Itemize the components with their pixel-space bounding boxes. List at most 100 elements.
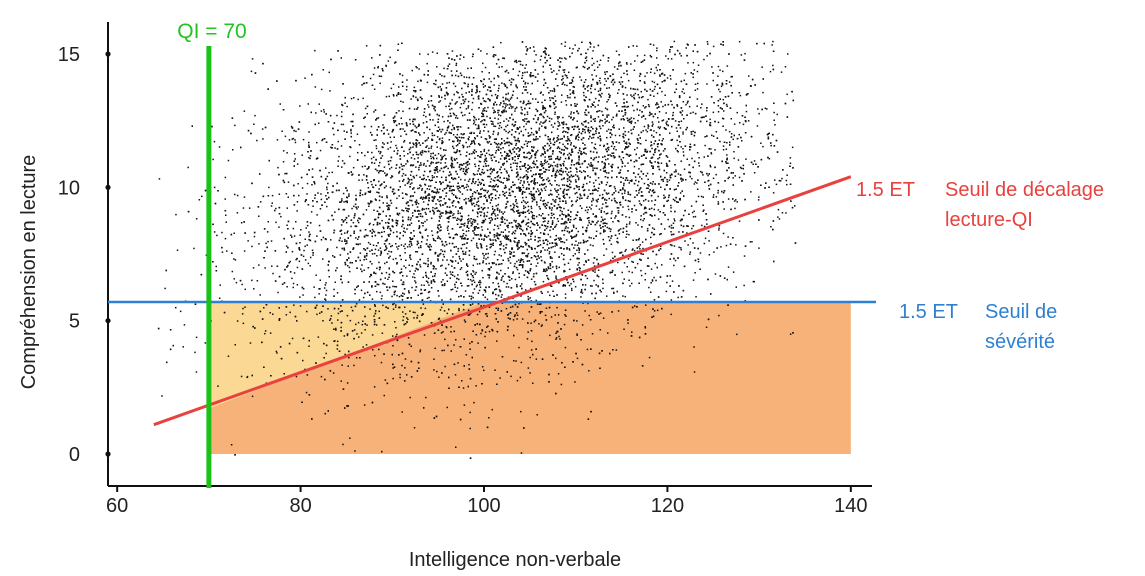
scatter-point xyxy=(778,179,781,182)
scatter-point xyxy=(736,201,738,203)
scatter-point xyxy=(483,255,485,257)
scatter-point xyxy=(441,83,444,85)
scatter-point xyxy=(488,78,490,80)
scatter-point xyxy=(431,175,434,177)
scatter-point xyxy=(459,191,462,193)
scatter-point xyxy=(456,150,458,153)
scatter-point xyxy=(452,112,455,115)
scatter-point xyxy=(542,179,544,182)
scatter-point xyxy=(288,139,291,141)
scatter-point xyxy=(607,147,609,149)
scatter-point xyxy=(593,46,595,48)
scatter-point xyxy=(676,105,679,107)
scatter-point xyxy=(653,142,655,145)
scatter-point xyxy=(598,80,601,82)
scatter-point xyxy=(357,206,359,208)
scatter-point xyxy=(353,205,355,208)
scatter-point xyxy=(369,222,371,225)
scatter-point xyxy=(653,81,656,84)
scatter-point xyxy=(464,82,466,85)
scatter-point xyxy=(600,220,602,223)
scatter-point xyxy=(781,212,784,214)
scatter-point xyxy=(427,263,429,266)
scatter-point xyxy=(689,146,691,148)
scatter-point xyxy=(433,105,435,108)
scatter-point xyxy=(553,107,556,110)
scatter-point xyxy=(387,148,389,150)
scatter-point xyxy=(467,222,469,225)
scatter-point xyxy=(599,312,602,314)
scatter-point xyxy=(243,110,246,112)
scatter-point xyxy=(428,179,431,181)
scatter-point xyxy=(538,257,540,259)
scatter-point xyxy=(545,207,547,209)
scatter-point xyxy=(544,156,546,158)
scatter-point xyxy=(758,112,760,115)
scatter-point xyxy=(383,230,386,233)
scatter-point xyxy=(317,192,319,194)
scatter-point xyxy=(485,313,488,315)
scatter-point xyxy=(522,199,525,202)
scatter-point xyxy=(289,260,291,263)
scatter-point xyxy=(502,96,504,99)
scatter-point xyxy=(564,157,567,160)
scatter-point xyxy=(423,334,426,336)
scatter-point xyxy=(495,150,498,152)
scatter-point xyxy=(676,150,679,152)
scatter-point xyxy=(651,279,654,281)
scatter-point xyxy=(462,223,464,226)
scatter-point xyxy=(460,218,463,220)
scatter-point xyxy=(503,248,505,251)
scatter-point xyxy=(553,87,555,90)
scatter-point xyxy=(530,322,532,324)
scatter-point xyxy=(595,127,598,129)
scatter-point xyxy=(363,269,365,271)
scatter-point xyxy=(390,177,392,179)
scatter-point xyxy=(464,251,467,253)
scatter-point xyxy=(439,230,441,232)
scatter-point xyxy=(740,167,743,170)
scatter-point xyxy=(266,231,269,233)
scatter-point xyxy=(624,165,626,167)
scatter-point xyxy=(387,221,389,224)
scatter-point xyxy=(539,199,542,201)
scatter-point xyxy=(411,212,414,214)
scatter-point xyxy=(293,153,296,155)
scatter-point xyxy=(440,183,442,185)
scatter-point xyxy=(417,294,419,296)
scatter-point xyxy=(379,82,381,85)
scatter-point xyxy=(622,118,624,120)
scatter-point xyxy=(571,287,573,290)
scatter-point xyxy=(383,166,386,168)
scatter-point xyxy=(466,151,468,153)
scatter-point xyxy=(506,236,508,239)
scatter-point xyxy=(727,236,729,238)
scatter-point xyxy=(549,140,551,142)
scatter-point xyxy=(592,270,594,272)
scatter-point xyxy=(430,217,433,219)
scatter-point xyxy=(316,304,318,307)
scatter-point xyxy=(517,157,519,160)
scatter-point xyxy=(590,162,592,164)
scatter-point xyxy=(409,256,411,259)
scatter-point xyxy=(576,334,578,336)
scatter-point xyxy=(471,203,473,206)
scatter-point xyxy=(472,237,475,240)
scatter-point xyxy=(531,232,534,234)
scatter-point xyxy=(443,349,445,352)
scatter-point xyxy=(443,120,445,123)
scatter-point xyxy=(522,196,524,199)
scatter-point xyxy=(295,130,297,133)
scatter-point xyxy=(730,118,732,120)
scatter-point xyxy=(346,196,349,199)
scatter-point xyxy=(501,216,504,218)
scatter-point xyxy=(302,288,305,290)
scatter-point xyxy=(396,212,399,215)
scatter-point xyxy=(628,223,631,225)
scatter-point xyxy=(726,142,728,144)
scatter-point xyxy=(670,227,673,229)
scatter-point xyxy=(318,293,320,295)
scatter-point xyxy=(512,90,515,93)
scatter-point xyxy=(529,165,531,168)
scatter-point xyxy=(244,288,246,291)
